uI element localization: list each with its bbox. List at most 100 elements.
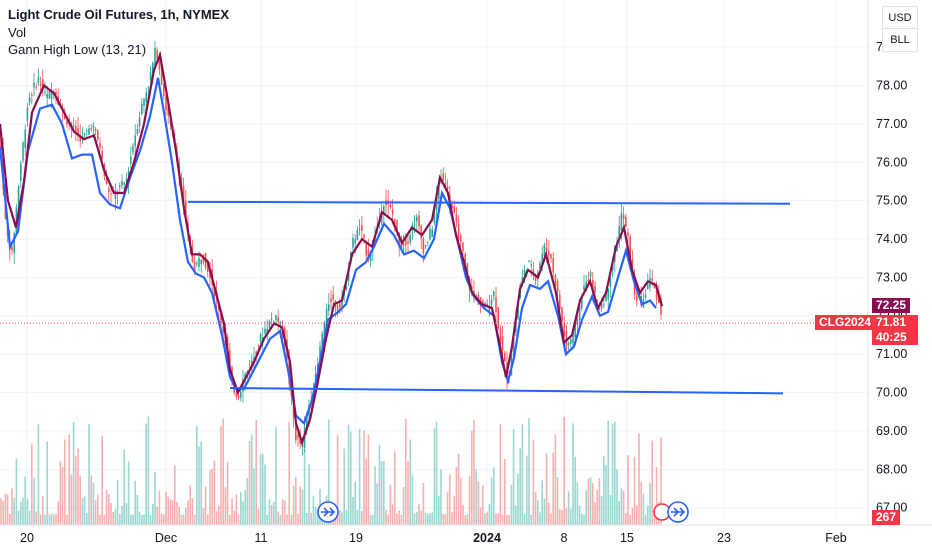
candle-body — [330, 298, 332, 302]
volume-bar — [86, 513, 88, 525]
volume-bar — [394, 451, 396, 525]
price-tick-label: 75.00 — [876, 194, 907, 208]
gann-slow-line — [0, 50, 664, 447]
volume-bar — [537, 500, 539, 525]
symbol-title[interactable]: Light Crude Oil Futures, 1h, NYMEX — [8, 7, 230, 22]
volume-bar — [440, 469, 442, 525]
candle-body — [165, 95, 167, 111]
volume-bar — [475, 469, 477, 525]
volume-bar — [90, 475, 92, 525]
candle-body — [543, 244, 546, 257]
candle-body — [420, 225, 422, 239]
candle-body — [79, 135, 81, 142]
candle-body — [545, 247, 548, 252]
candle-body — [352, 237, 354, 248]
volume-bar — [35, 511, 37, 525]
volume-bar — [378, 445, 381, 525]
volume-bar — [550, 513, 552, 525]
volume-bar — [22, 497, 24, 525]
volume-bar — [136, 494, 139, 525]
volume-bar — [510, 484, 513, 525]
candle-body — [66, 120, 68, 125]
volume-bar — [422, 483, 425, 525]
candle-body — [299, 437, 301, 444]
candle-body — [328, 304, 330, 311]
volume-bar — [97, 494, 99, 525]
volume-bar — [24, 476, 26, 525]
candle-body — [462, 242, 464, 252]
volume-bar — [605, 465, 607, 525]
candle-body — [391, 209, 394, 215]
gann-indicator-label[interactable]: Gann High Low (13, 21) — [8, 42, 147, 57]
volume-bar — [46, 441, 48, 525]
volume-bar — [55, 513, 57, 525]
candle-body — [528, 261, 530, 263]
volume-indicator-label[interactable]: Vol — [8, 24, 27, 40]
candle-body — [532, 268, 535, 275]
candle-body — [627, 232, 629, 236]
volume-bar — [72, 422, 75, 525]
volume-bar — [226, 461, 229, 525]
currency-button[interactable]: USD — [882, 6, 918, 30]
candle-body — [380, 214, 383, 223]
volume-bar — [416, 512, 418, 525]
candle-body — [33, 82, 35, 88]
candle-body — [539, 262, 541, 269]
trendlines[interactable] — [187, 200, 791, 395]
volume-bar — [649, 483, 651, 525]
volume-bar — [347, 424, 350, 525]
chart-legend: Light Crude Oil Futures, 1h, NYMEX Vol G… — [8, 6, 229, 59]
volume-bar — [603, 456, 605, 525]
volume-bar — [396, 513, 398, 525]
volume-bar — [44, 514, 46, 525]
volume-bar — [244, 490, 246, 525]
candle-body — [576, 319, 579, 326]
volume-bar — [222, 418, 224, 525]
candle-body — [625, 216, 627, 228]
volume-bar — [407, 461, 409, 525]
candle-body — [136, 128, 139, 134]
candle-body — [605, 292, 607, 302]
price-axis[interactable]: 67.0068.0069.0070.0071.0072.0073.0074.00… — [876, 40, 907, 515]
volume-bar — [156, 506, 158, 525]
time-axis[interactable]: 20 Dec 11 19 2024 8 15 23 Feb — [20, 531, 847, 545]
candle-body — [424, 245, 427, 247]
candle-body — [222, 325, 224, 333]
candle-body — [90, 128, 92, 130]
volume-bar — [48, 514, 51, 525]
volume-bar — [651, 440, 653, 525]
candle-body — [396, 220, 398, 231]
volume-bar — [83, 496, 86, 525]
trendline — [187, 200, 791, 205]
volume-bar — [409, 439, 411, 525]
volume-bar — [310, 512, 312, 525]
candle-body — [134, 135, 136, 146]
candle-body — [512, 334, 515, 357]
volume-bar — [187, 500, 189, 525]
scroll-to-end-icon[interactable] — [667, 501, 689, 523]
volume-bar — [132, 514, 134, 525]
volume-bar — [33, 477, 35, 525]
candle-body — [207, 261, 209, 272]
candle-body — [583, 285, 585, 290]
mode-button[interactable]: BLL — [882, 28, 918, 52]
volume-bar — [70, 474, 73, 525]
candle-body — [275, 314, 277, 321]
volume-bar — [26, 498, 29, 525]
volume-bar — [299, 486, 301, 525]
volume-bar — [451, 512, 453, 525]
candle-body — [607, 288, 609, 299]
candle-body — [259, 333, 262, 342]
volume-bar — [328, 419, 330, 525]
volume-bar — [435, 421, 438, 525]
goto-realtime-icon[interactable] — [317, 501, 339, 523]
price-tick-label: 68.00 — [876, 462, 907, 476]
volume-bar — [385, 509, 387, 525]
volume-bar — [248, 441, 251, 525]
candle-body — [644, 294, 647, 298]
candle-body — [587, 279, 590, 282]
candle-body — [143, 98, 145, 106]
volume-bar — [336, 434, 339, 525]
candle-body — [198, 258, 200, 267]
